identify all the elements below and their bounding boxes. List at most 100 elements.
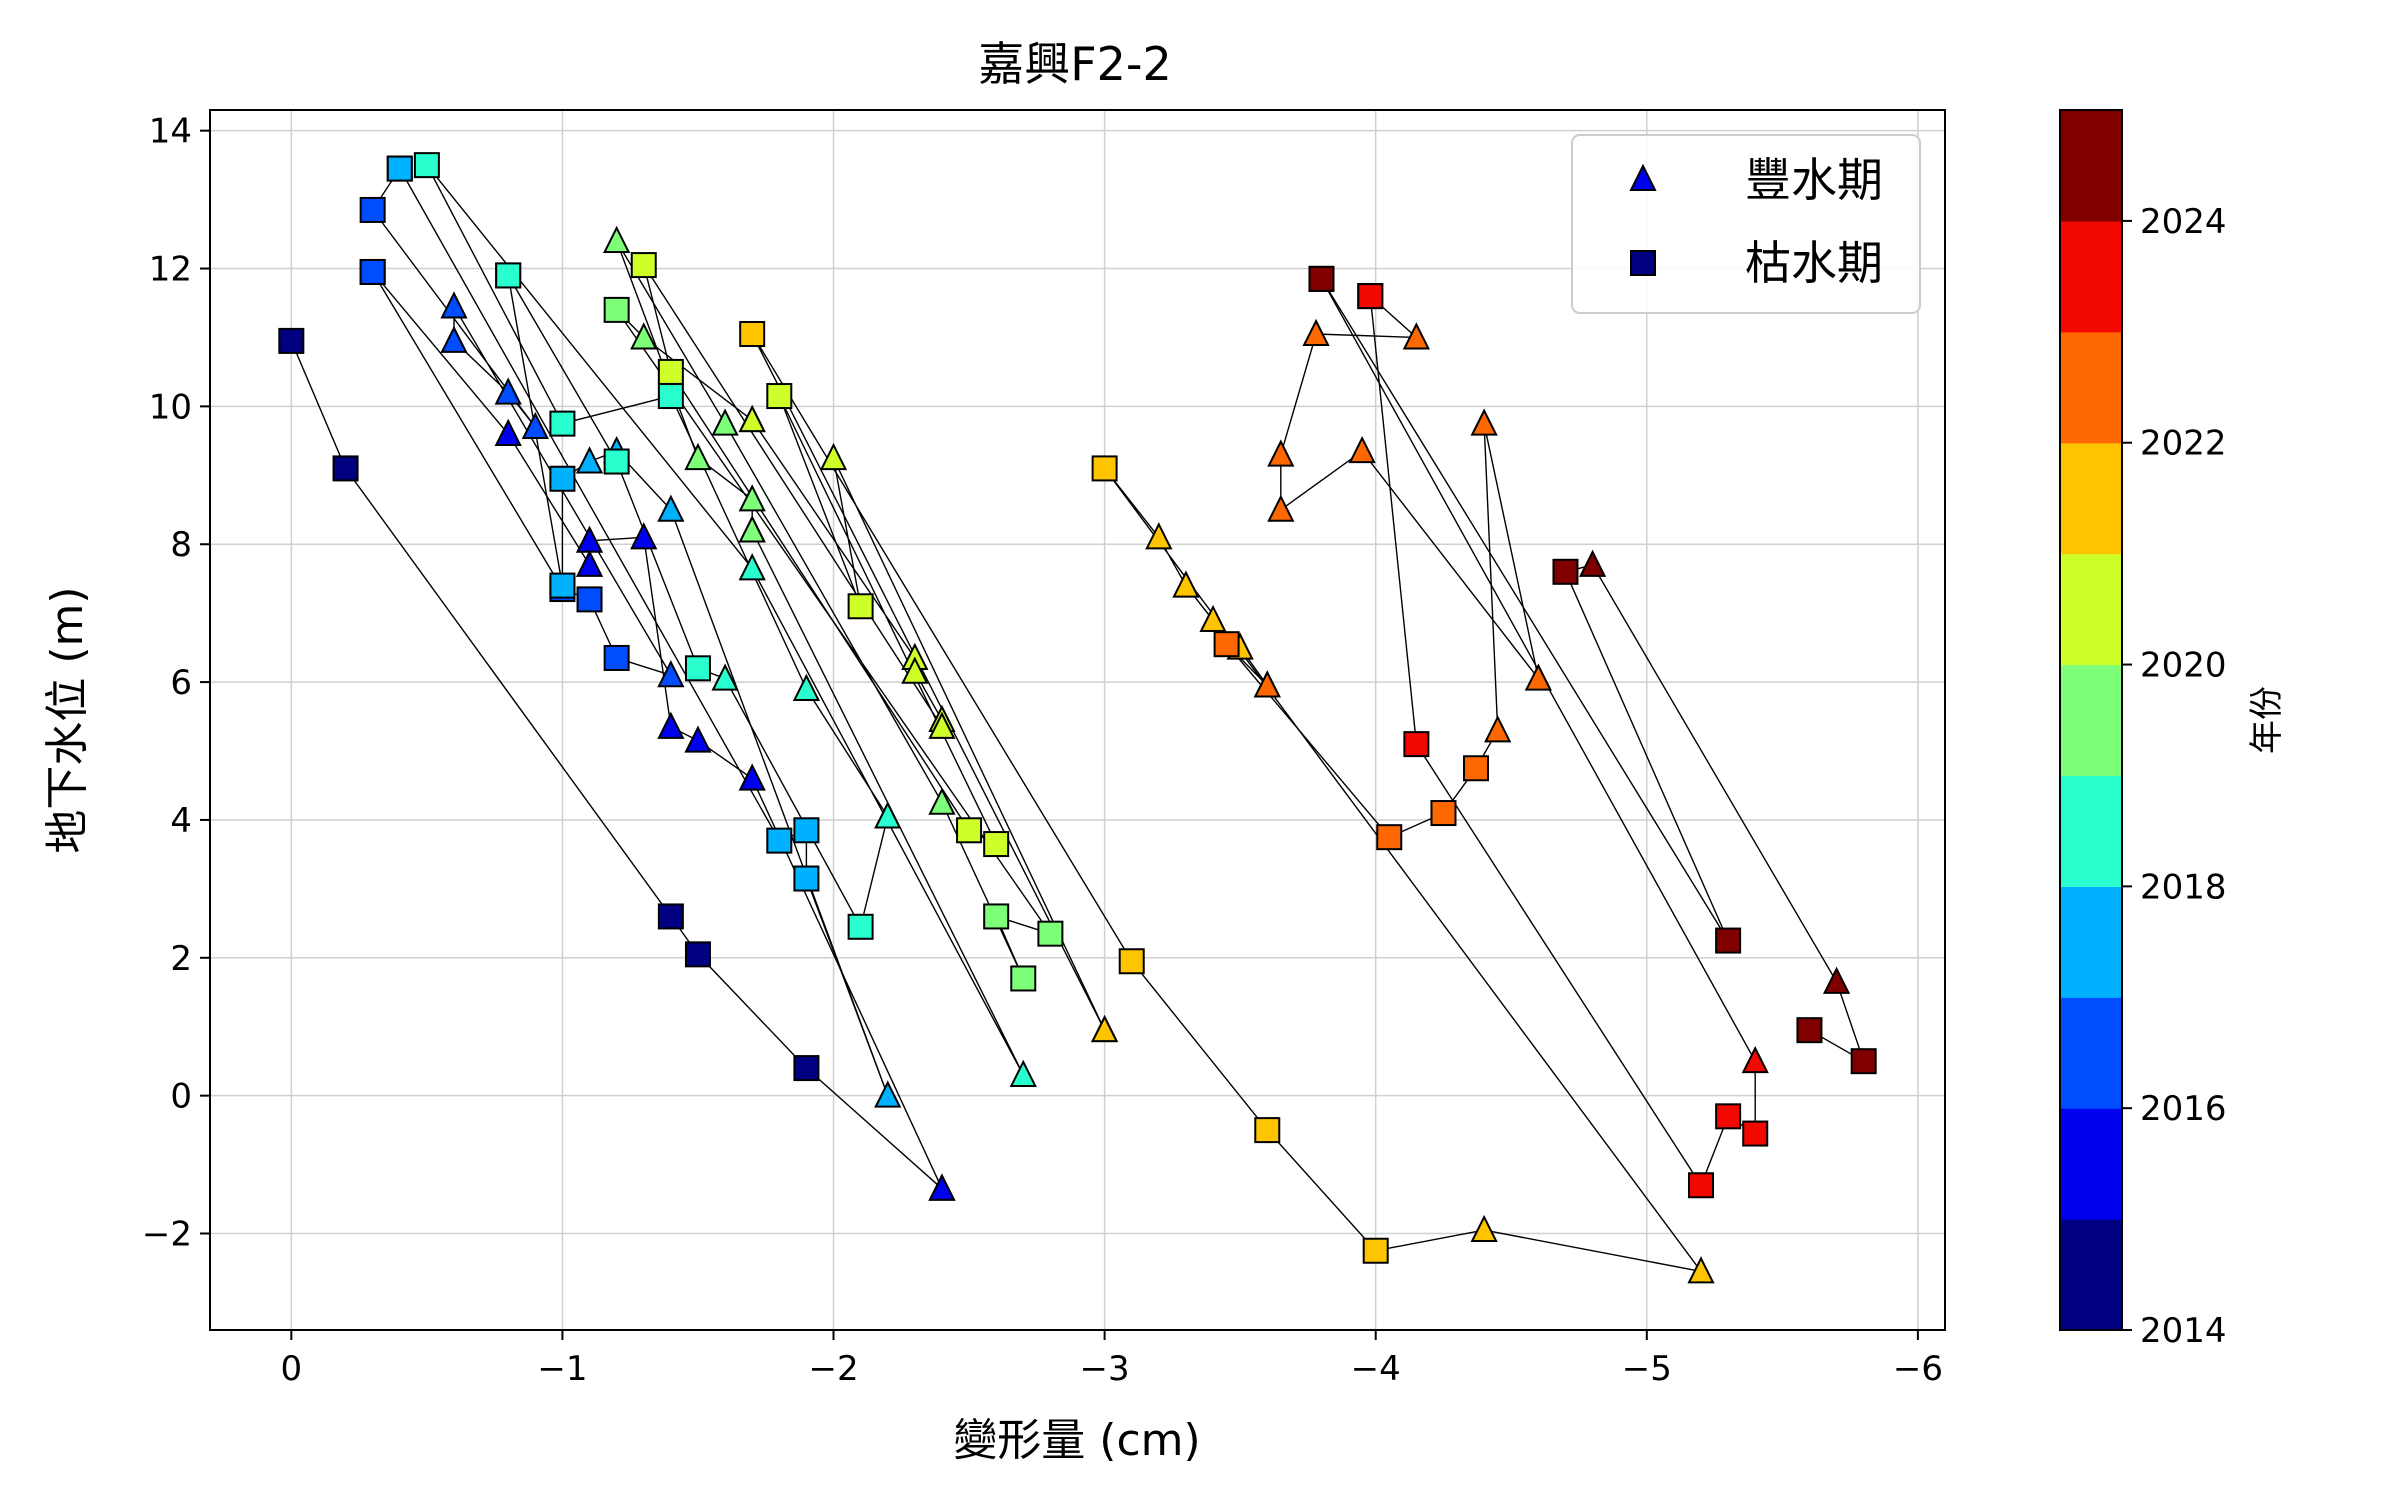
dry-season-point [739, 321, 766, 348]
y-tick-label: 12 [149, 250, 192, 290]
dry-season-point [793, 817, 820, 844]
wet-season-point [1470, 408, 1498, 436]
wet-season-point [1402, 322, 1430, 350]
colorbar-tick-label: 2018 [2140, 867, 2227, 907]
legend-label-wet-season: 豐水期 [1745, 153, 1883, 207]
dry-season-point [1715, 1103, 1742, 1130]
wet-season-point [874, 801, 902, 829]
dry-season-point [413, 152, 440, 179]
wet-season-point [440, 291, 468, 319]
wet-season-point [928, 1173, 956, 1201]
wet-season-point [630, 322, 658, 350]
dry-season-point [630, 252, 657, 279]
wet-season-point [738, 404, 766, 433]
wet-season-point [1090, 1014, 1119, 1043]
y-tick-label: 10 [149, 387, 192, 427]
dry-season-point [1463, 755, 1490, 782]
dry-season-point [1010, 965, 1037, 992]
dry-season-point [956, 817, 983, 844]
dry-season-point [1403, 731, 1430, 758]
y-tick-label: 14 [149, 112, 192, 152]
dry-season-point [278, 327, 305, 354]
dry-season-point [1688, 1172, 1715, 1199]
dry-season-point [1715, 927, 1742, 954]
y-tick-label: 6 [170, 663, 192, 703]
series-line-2014 [290, 340, 943, 1190]
dry-season-point [549, 410, 576, 437]
wet-season-point [1009, 1059, 1037, 1087]
dry-season-point [1357, 283, 1384, 310]
data-markers [278, 152, 1877, 1284]
dry-season-point [793, 865, 820, 892]
wet-season-point [1172, 570, 1200, 598]
colorbar-segment [2060, 775, 2122, 887]
wet-season-point [630, 522, 658, 550]
colorbar-tick-label: 2024 [2140, 202, 2227, 242]
wet-season-point [440, 325, 468, 353]
wet-season-point [521, 411, 549, 440]
colorbar-segment [2060, 997, 2122, 1109]
wet-season-point [1199, 604, 1227, 633]
colorbar-label: 年份 [2247, 686, 2287, 754]
wet-season-point [575, 446, 604, 474]
dry-season-point [386, 155, 413, 182]
legend-box [1571, 134, 1921, 314]
wet-season-point [1267, 494, 1295, 522]
dry-season-point [1552, 558, 1579, 585]
y-axis-label: 地下水位 (m) [42, 586, 93, 853]
wet-season-point [1822, 966, 1851, 994]
dry-season-point [1796, 1017, 1823, 1044]
wet-season-point [1302, 318, 1330, 347]
dry-season-point [359, 258, 386, 285]
colorbar-segment [2060, 553, 2122, 666]
wet-season-point [1484, 715, 1512, 743]
colorbar: 2014 2016 2018 2020 2022 2024 [2059, 109, 2227, 1351]
colorbar-segment [2060, 110, 2122, 222]
wet-season-point [603, 225, 631, 253]
y-tick-label: 8 [170, 525, 192, 565]
legend-triangle-icon [1629, 163, 1657, 191]
wet-season-point [684, 442, 712, 471]
dry-season-point [657, 903, 684, 930]
wet-season-point [874, 1080, 902, 1108]
wet-season-point [1253, 670, 1281, 698]
x-tick-label: −6 [1893, 1349, 1943, 1389]
x-tick-label: 0 [281, 1349, 303, 1389]
dry-season-point [657, 383, 684, 410]
wet-season-point [738, 515, 766, 543]
dry-season-point [1091, 455, 1118, 482]
dry-season-point [1254, 1117, 1281, 1144]
wet-season-point [1145, 522, 1173, 550]
dry-season-point [495, 262, 522, 289]
wet-season-point [657, 711, 685, 739]
colorbar-segment [2060, 886, 2122, 998]
colorbar-tick-label: 2016 [2140, 1089, 2227, 1129]
dry-season-point [603, 296, 630, 323]
dry-season-point [549, 465, 576, 492]
dry-season-point [983, 831, 1010, 858]
dry-season-point [603, 644, 630, 671]
wet-season-point [901, 656, 929, 684]
colorbar-segment [2060, 1219, 2122, 1331]
dry-season-point [1362, 1237, 1389, 1264]
x-tick-label: −4 [1351, 1349, 1401, 1389]
wet-season-point [1524, 663, 1552, 691]
colorbar-tick-label: 2020 [2140, 646, 2227, 686]
wet-season-point [738, 763, 766, 791]
wet-season-point [1348, 435, 1376, 464]
x-axis-label: 變形量 (cm) [953, 1415, 1200, 1466]
legend: 豐水期 枯水期 [1571, 134, 1921, 314]
dry-season-point [847, 913, 874, 940]
wet-season-point [819, 442, 848, 471]
wet-season-point [494, 377, 522, 405]
colorbar-tick-label: 2022 [2140, 424, 2227, 464]
x-tick-label: −3 [1080, 1349, 1130, 1389]
wet-season-point [657, 494, 685, 522]
x-tick-label: −5 [1622, 1349, 1672, 1389]
wet-season-point [657, 659, 685, 688]
axis-ticks: 0 −1 −2 −3 −4 −5 −6 −2 0 2 4 6 8 10 12 14 [142, 112, 1943, 1389]
wet-season-point [711, 408, 739, 436]
colorbar-segment [2060, 1108, 2122, 1220]
